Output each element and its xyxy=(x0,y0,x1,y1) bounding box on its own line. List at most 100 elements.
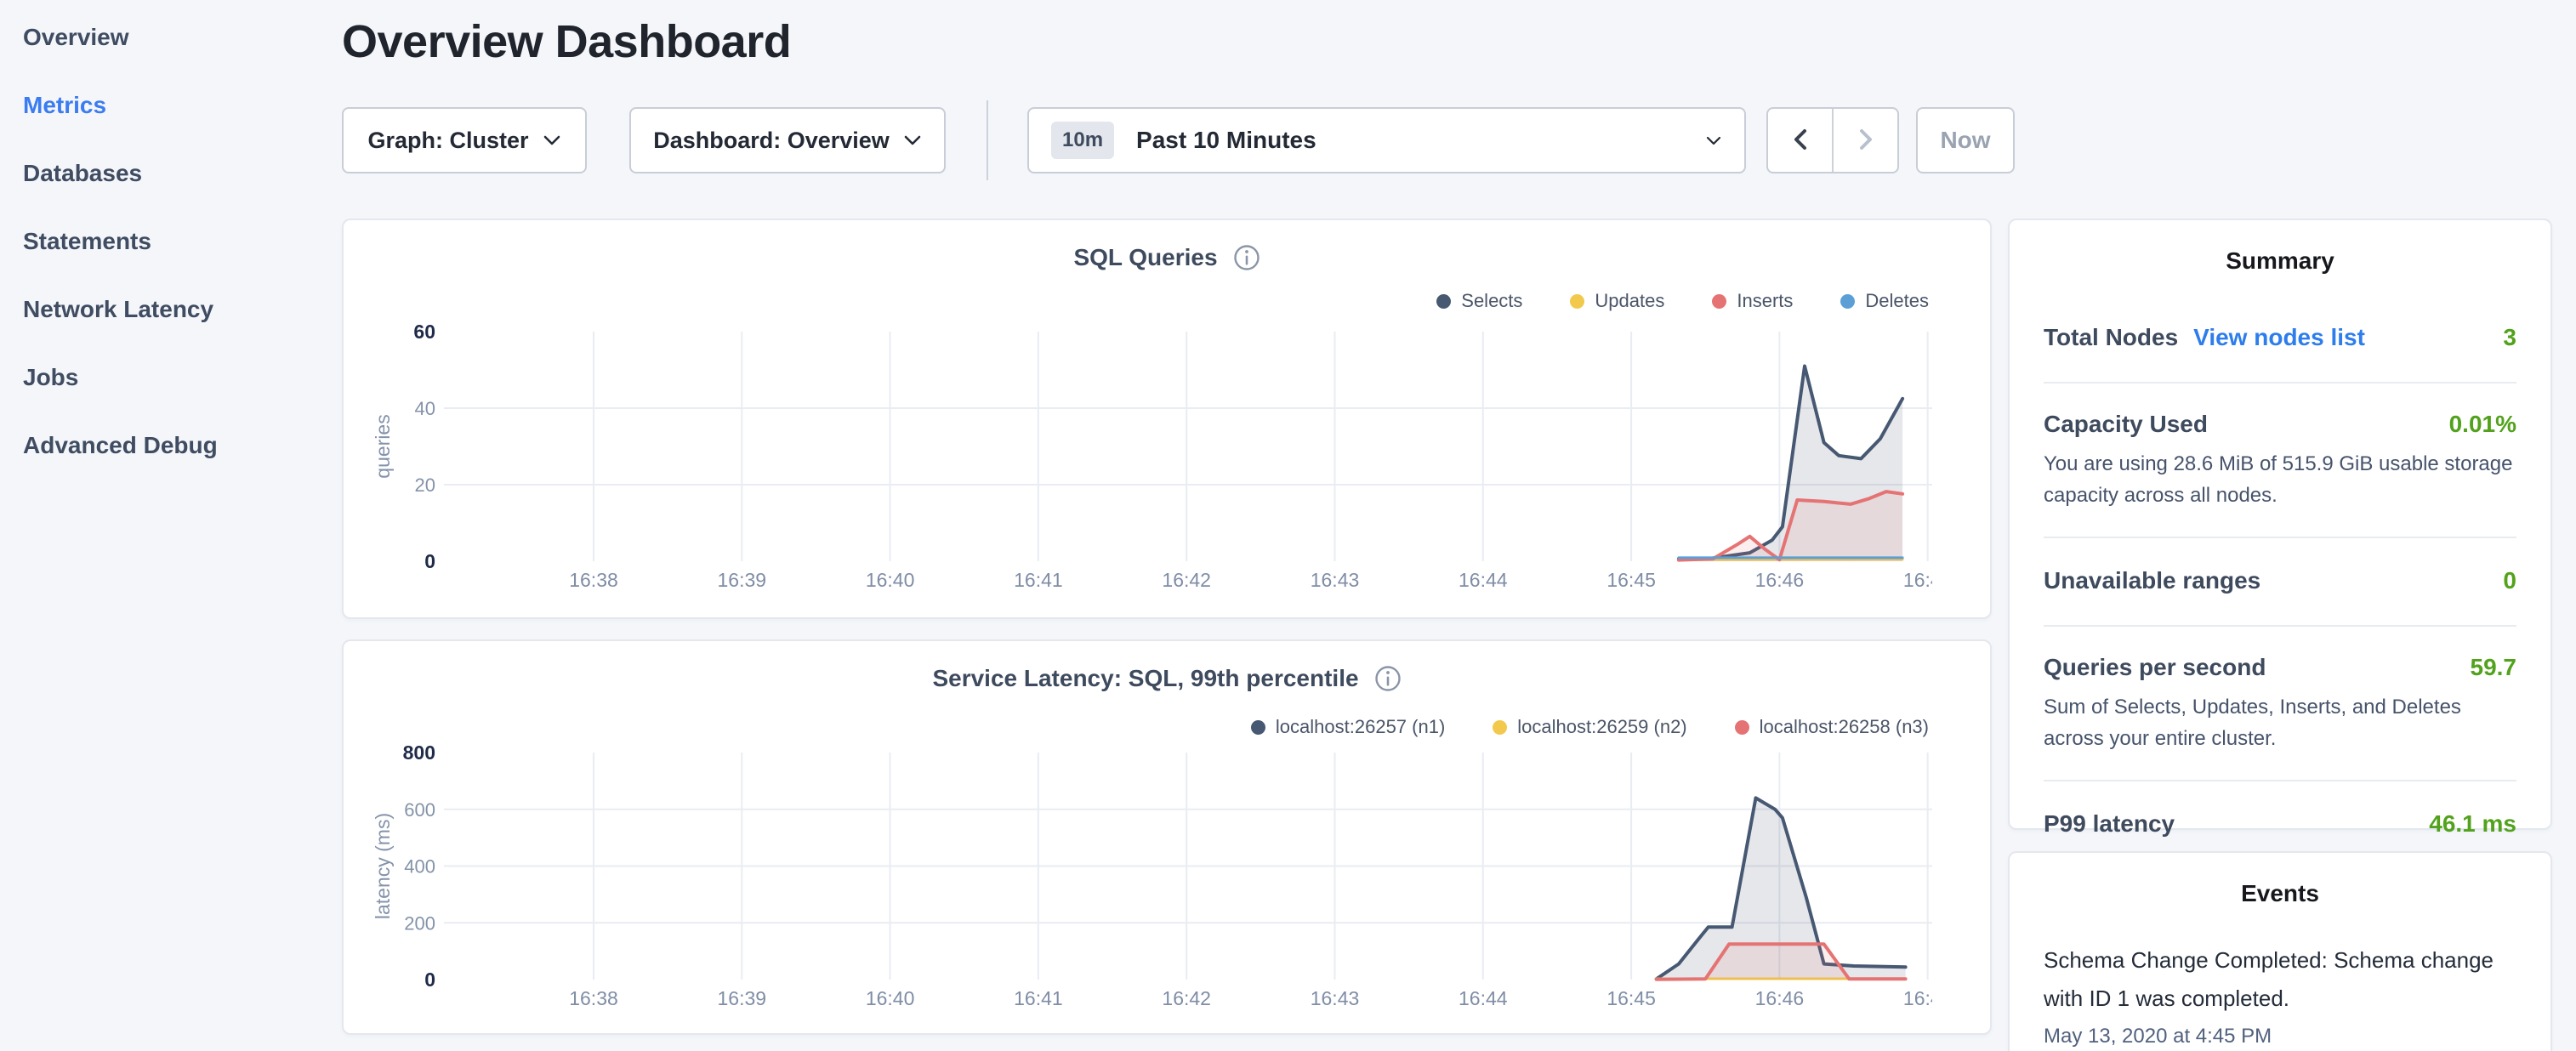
unavailable-ranges-value: 0 xyxy=(2503,567,2516,594)
y-tick-label: 0 xyxy=(424,969,435,991)
info-icon[interactable] xyxy=(1374,665,1402,692)
chevron-down-icon xyxy=(903,134,922,146)
time-forward-button[interactable] xyxy=(1834,109,1897,172)
series-area xyxy=(1656,798,1906,980)
x-tick-label: 16:44 xyxy=(1459,987,1508,1009)
graph-scope-dropdown[interactable]: Graph: Cluster xyxy=(342,107,587,173)
x-tick-label: 16:42 xyxy=(1162,987,1211,1009)
divider xyxy=(2044,625,2516,627)
sidebar-item-advanced-debug[interactable]: Advanced Debug xyxy=(23,432,218,458)
page-title: Overview Dashboard xyxy=(342,16,792,67)
legend-dot-icon xyxy=(1712,293,1727,309)
x-tick-label: 16:42 xyxy=(1162,569,1211,591)
legend-label: localhost:26257 (n1) xyxy=(1275,716,1446,737)
sql-queries-plot: 16:38 16:39 16:40 16:41 16:42 16:43 16:44 16:45… xyxy=(372,321,1932,591)
legend-label: Updates xyxy=(1595,290,1665,311)
divider xyxy=(1832,109,1834,172)
dashboard-label: Dashboard: Overview xyxy=(653,127,890,153)
qps-value: 59.7 xyxy=(2470,654,2517,680)
chevron-left-icon xyxy=(1792,128,1809,154)
series-line xyxy=(1676,364,1905,561)
summary-row-unavailable-ranges: Unavailable ranges 0 xyxy=(2044,567,2516,594)
chevron-down-icon xyxy=(1705,135,1722,146)
sidebar-item-overview[interactable]: Overview xyxy=(23,24,129,50)
summary-row-capacity: Capacity Used 0.01% xyxy=(2044,411,2516,438)
info-icon[interactable] xyxy=(1233,244,1260,271)
capacity-description: You are using 28.6 MiB of 515.9 GiB usab… xyxy=(2044,452,2513,507)
series-area xyxy=(1656,944,1906,980)
x-tick-label: 16:39 xyxy=(718,569,767,591)
event-item-date: May 13, 2020 at 4:45 PM xyxy=(2044,1025,2272,1048)
chevron-right-icon xyxy=(1857,128,1874,154)
controls-bar: Graph: Cluster Dashboard: Overview 10m P… xyxy=(0,100,2576,180)
sidebar-item-databases[interactable]: Databases xyxy=(23,160,143,186)
chart-title: SQL Queries xyxy=(1073,244,1218,270)
y-tick-label: 400 xyxy=(404,856,435,878)
view-nodes-list-link[interactable]: View nodes list xyxy=(2193,324,2365,350)
y-tick-label: 600 xyxy=(404,799,435,821)
x-tick-label: 16:40 xyxy=(866,569,915,591)
time-range-dropdown[interactable]: 10m Past 10 Minutes xyxy=(1027,107,1746,173)
sidebar-item-statements[interactable]: Statements xyxy=(23,228,151,254)
time-step-button-group xyxy=(1766,107,1899,173)
y-tick-label: 20 xyxy=(415,474,435,496)
legend-dot-icon xyxy=(1734,719,1749,735)
graph-scope-label: Graph: Cluster xyxy=(367,127,529,153)
chart-legend: Selects Updates Inserts Deletes xyxy=(1436,290,1929,312)
legend-item[interactable]: Deletes xyxy=(1840,290,1929,312)
divider xyxy=(2044,382,2516,383)
series-area xyxy=(1678,366,1903,561)
series-line xyxy=(1654,942,1908,981)
capacity-used-label: Capacity Used xyxy=(2044,411,2208,437)
chart-title: Service Latency: SQL, 99th percentile xyxy=(932,665,1359,691)
x-tick-label: 16:47 xyxy=(1903,569,1932,591)
divider xyxy=(2044,537,2516,538)
legend-item[interactable]: Inserts xyxy=(1712,290,1793,312)
x-tick-label: 16:46 xyxy=(1755,987,1805,1009)
chart-card-sql-queries: SQL Queries Selects Updates Inserts Deletes… xyxy=(342,219,1992,619)
dashboard-dropdown[interactable]: Dashboard: Overview xyxy=(629,107,946,173)
events-panel: Events Schema Change Completed: Schema c… xyxy=(2008,851,2552,1051)
legend-label: localhost:26258 (n3) xyxy=(1759,716,1929,737)
sidebar-item-metrics[interactable]: Metrics xyxy=(23,92,107,118)
legend-item[interactable]: Updates xyxy=(1570,290,1664,312)
x-tick-label: 16:38 xyxy=(569,987,618,1009)
now-button[interactable]: Now xyxy=(1916,107,2015,173)
chart-legend: localhost:26257 (n1) localhost:26259 (n2)… xyxy=(1250,716,1929,738)
x-tick-label: 16:43 xyxy=(1311,569,1360,591)
chart-card-service-latency: Service Latency: SQL, 99th percentile lo… xyxy=(342,639,1992,1035)
y-tick-label: 0 xyxy=(424,550,435,572)
capacity-used-value: 0.01% xyxy=(2448,411,2516,437)
qps-description: Sum of Selects, Updates, Inserts, and De… xyxy=(2044,696,2461,750)
y-tick-label: 800 xyxy=(403,741,435,764)
legend-item[interactable]: localhost:26259 (n2) xyxy=(1493,716,1687,738)
total-nodes-label: Total Nodes xyxy=(2044,324,2179,350)
legend-item[interactable]: localhost:26257 (n1) xyxy=(1250,716,1446,738)
legend-label: Selects xyxy=(1461,290,1523,311)
x-tick-label: 16:44 xyxy=(1459,569,1508,591)
legend-dot-icon xyxy=(1570,293,1585,309)
time-back-button[interactable] xyxy=(1768,109,1832,172)
p99-latency-value: 46.1 ms xyxy=(2429,810,2516,837)
divider xyxy=(2044,780,2516,781)
events-title: Events xyxy=(2241,880,2319,906)
legend-item[interactable]: localhost:26258 (n3) xyxy=(1734,716,1929,738)
x-tick-label: 16:43 xyxy=(1311,987,1360,1009)
y-tick-label: 40 xyxy=(415,398,435,419)
summary-row-total-nodes: Total Nodes View nodes list 3 xyxy=(2044,324,2516,351)
sidebar-item-jobs[interactable]: Jobs xyxy=(23,364,79,390)
total-nodes-value: 3 xyxy=(2503,324,2516,350)
summary-row-p99: P99 latency 46.1 ms xyxy=(2044,810,2516,838)
y-tick-label: 60 xyxy=(413,321,435,343)
x-tick-label: 16:45 xyxy=(1606,987,1656,1009)
legend-item[interactable]: Selects xyxy=(1436,290,1522,312)
x-tick-label: 16:41 xyxy=(1014,987,1063,1009)
legend-label: Deletes xyxy=(1865,290,1929,311)
legend-dot-icon xyxy=(1436,293,1452,309)
x-tick-label: 16:47 xyxy=(1903,987,1932,1009)
event-item-text: Schema Change Completed: Schema change w… xyxy=(2044,947,2494,1011)
service-latency-plot: 16:38 16:39 16:40 16:41 16:42 16:43 16:44 16:45… xyxy=(372,741,1932,1009)
sidebar-item-network-latency[interactable]: Network Latency xyxy=(23,296,214,322)
summary-row-qps: Queries per second 59.7 xyxy=(2044,654,2516,681)
x-tick-label: 16:39 xyxy=(718,987,767,1009)
